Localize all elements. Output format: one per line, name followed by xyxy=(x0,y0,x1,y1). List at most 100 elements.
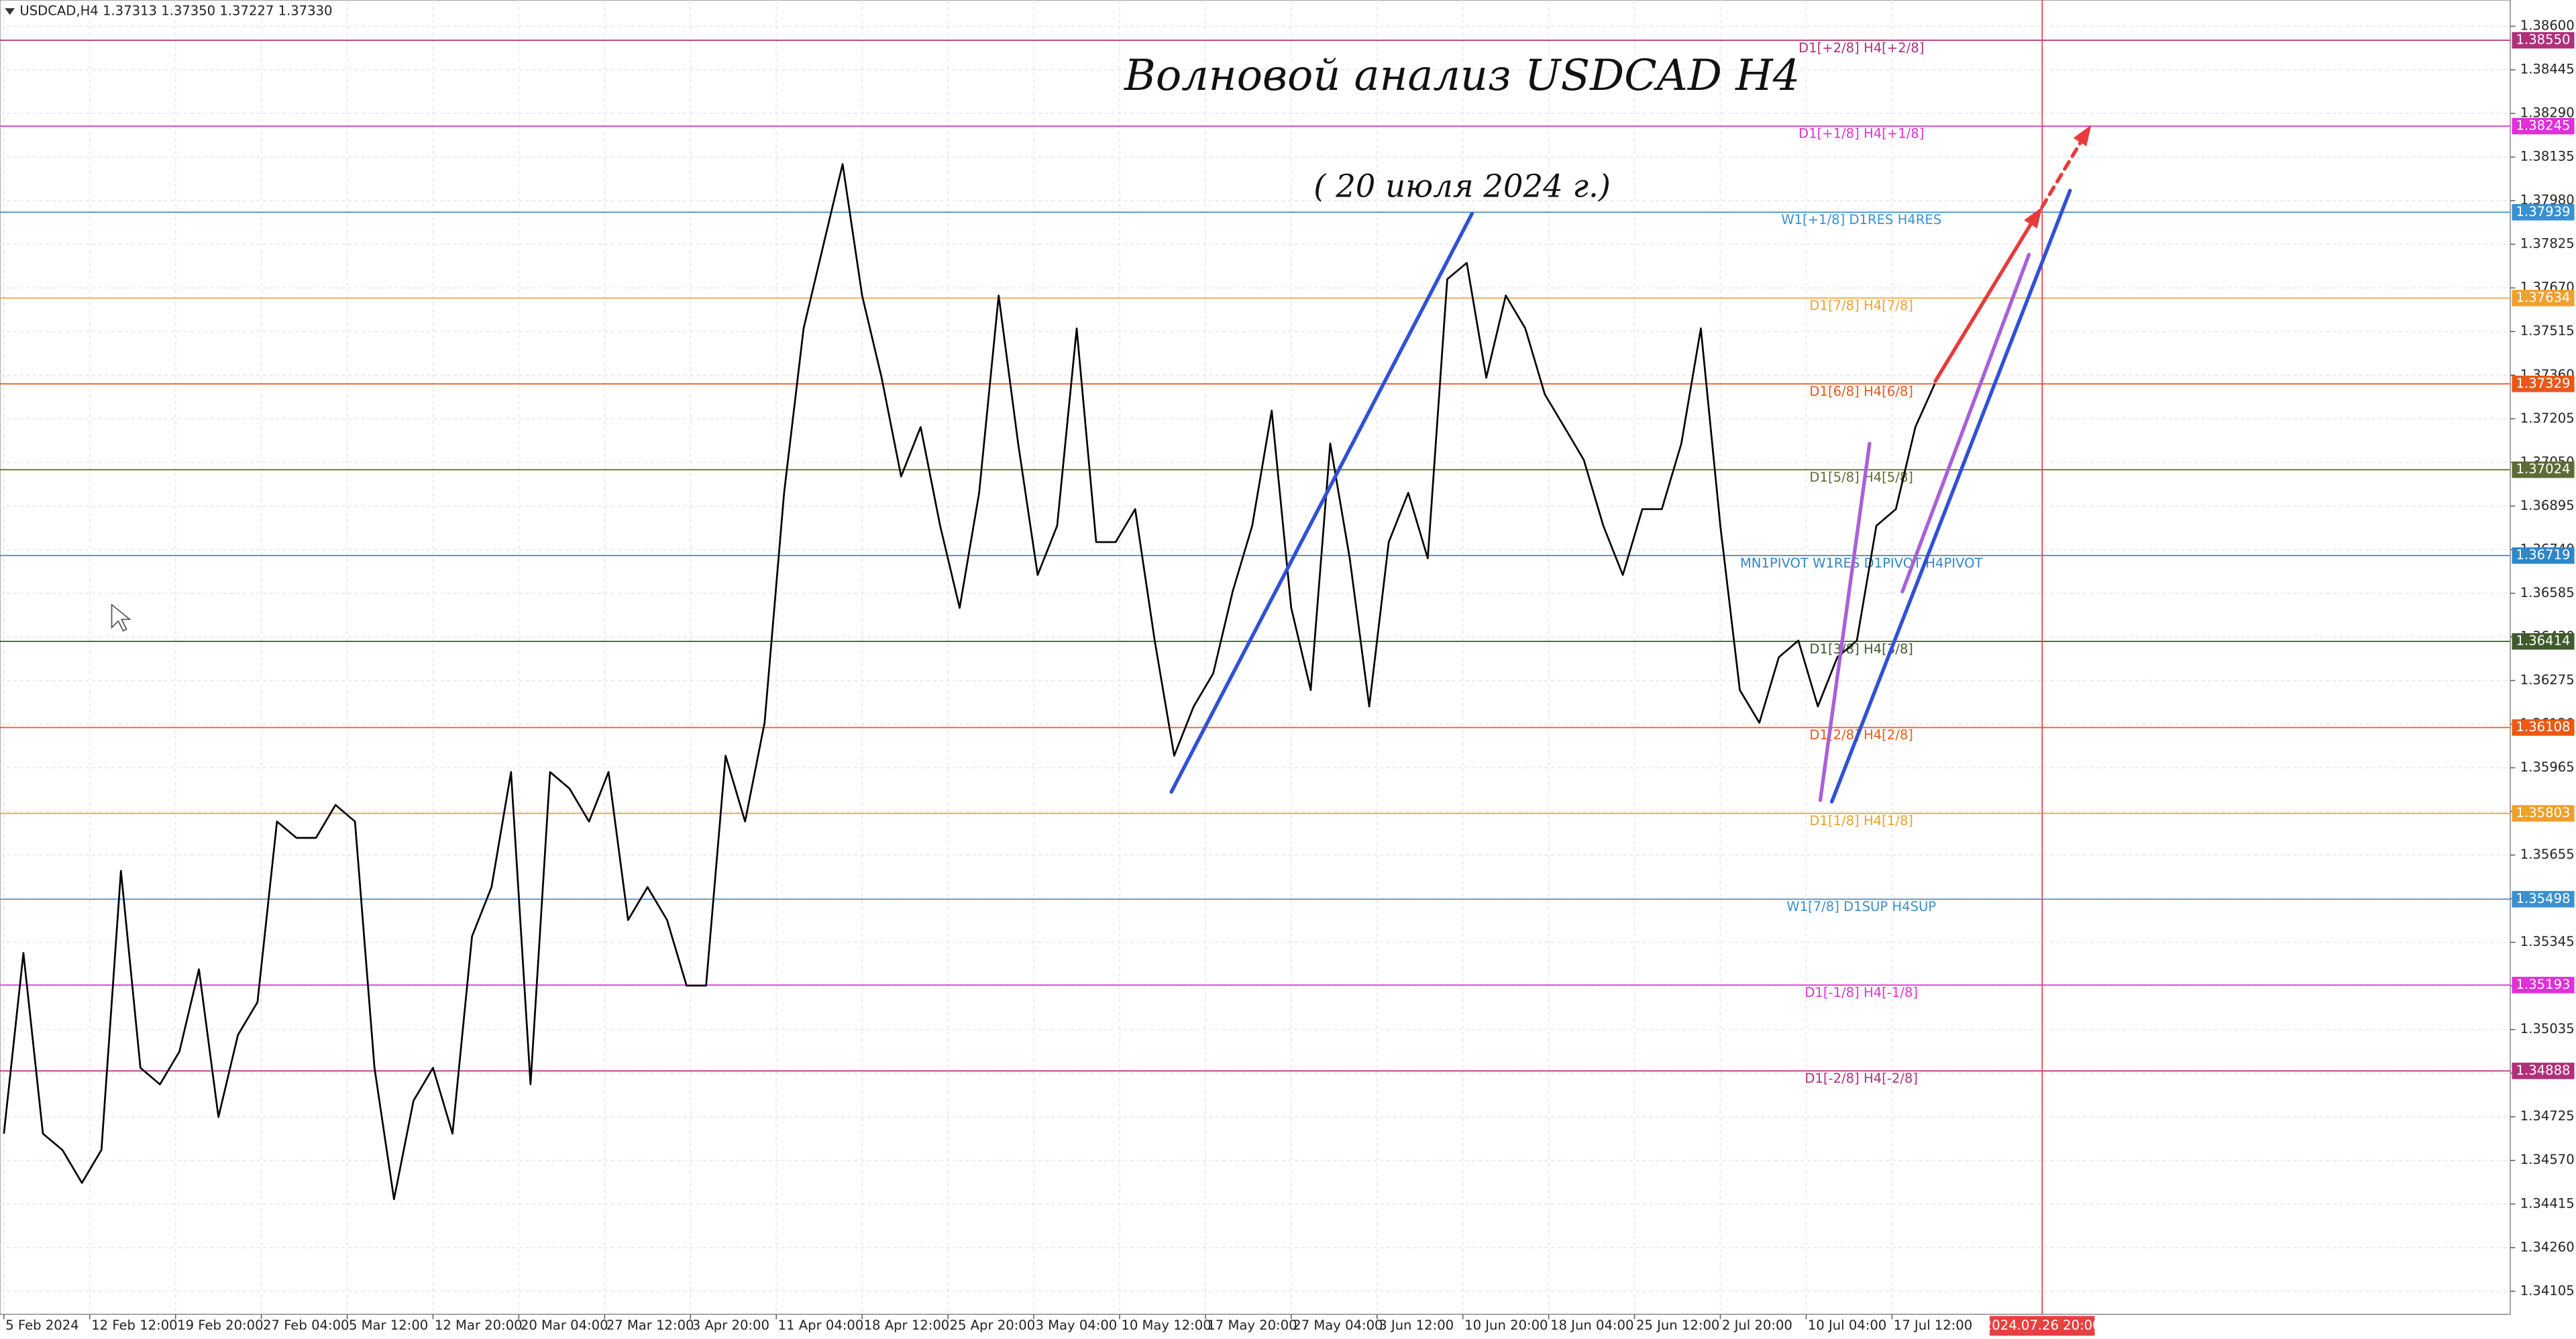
y-tick-label: 1.37980 xyxy=(2520,193,2575,208)
channel-line xyxy=(1900,252,2031,594)
forecast-arrow xyxy=(1933,219,2035,383)
y-tick-label: 1.37515 xyxy=(2520,323,2575,339)
level-label: W1[7/8] D1SUP H4SUP xyxy=(1786,899,1936,914)
y-tick-label: 1.34415 xyxy=(2520,1195,2575,1211)
y-tick-label: 1.38290 xyxy=(2520,105,2575,121)
price-box-label: 1.35803 xyxy=(2516,805,2571,820)
price-box-label: 1.37329 xyxy=(2516,376,2571,391)
x-tick-label: 2 Jul 20:00 xyxy=(1722,1318,1792,1333)
price-box xyxy=(2512,204,2575,221)
header-icon xyxy=(5,8,15,15)
level-label: D1[+1/8] H4[+1/8] xyxy=(1799,126,1924,142)
level-label: W1[+1/8] D1RES H4RES xyxy=(1781,212,1941,227)
price-box xyxy=(2512,633,2575,650)
x-tick-label: 17 Jul 12:00 xyxy=(1894,1318,1972,1333)
x-tick-label: 3 Apr 20:00 xyxy=(692,1318,769,1333)
cursor xyxy=(111,603,131,632)
x-tick-label: 10 Jul 04:00 xyxy=(1808,1318,1886,1333)
price-box xyxy=(2512,32,2575,49)
header: USDCAD,H4 1.37313 1.37350 1.37227 1.3733… xyxy=(19,3,332,19)
price-box xyxy=(2512,977,2575,994)
x-tick-label: 10 Jun 20:00 xyxy=(1464,1318,1548,1333)
y-tick-label: 1.35035 xyxy=(2520,1021,2575,1036)
chart-subtitle: ( 20 июля 2024 г.) xyxy=(1313,168,1611,205)
price-box xyxy=(2512,891,2575,908)
time-marker-box xyxy=(1989,1316,2095,1336)
price-box xyxy=(2512,376,2575,392)
plot-area xyxy=(0,0,2511,1315)
forecast-arrow xyxy=(2040,136,2085,209)
price-box-label: 1.36414 xyxy=(2516,633,2571,649)
level-label: D1[-1/8] H4[-1/8] xyxy=(1805,985,1918,1000)
price-box-label: 1.38550 xyxy=(2516,32,2571,48)
price-box-label: 1.36719 xyxy=(2516,547,2571,563)
x-tick-label: 25 Jun 12:00 xyxy=(1636,1318,1719,1333)
level-label: D1[5/8] H4[5/8] xyxy=(1809,470,1913,485)
x-tick-label: 27 Feb 04:00 xyxy=(263,1318,349,1333)
x-tick-label: 18 Jun 04:00 xyxy=(1550,1318,1633,1333)
y-tick-label: 1.36895 xyxy=(2520,498,2575,513)
x-tick-label: 12 Mar 20:00 xyxy=(435,1318,523,1333)
level-label: D1[3/8] H4[3/8] xyxy=(1809,641,1913,657)
y-tick-label: 1.34260 xyxy=(2520,1239,2575,1254)
price-box-label: 1.38245 xyxy=(2516,117,2571,133)
price-box-label: 1.37024 xyxy=(2516,462,2571,477)
level-label: MN1PIVOT W1RES D1PIVOT H4PIVOT xyxy=(1740,555,1984,571)
trend-line xyxy=(1169,211,1474,794)
price-box-label: 1.35193 xyxy=(2516,977,2571,992)
x-tick-label: 11 Apr 04:00 xyxy=(778,1318,864,1333)
y-tick-label: 1.38445 xyxy=(2520,62,2575,77)
x-tick-label: 10 May 12:00 xyxy=(1121,1318,1211,1333)
price-box xyxy=(2512,547,2575,564)
x-tick-label: 5 Feb 2024 xyxy=(5,1318,78,1333)
x-tick-label: 27 Mar 12:00 xyxy=(606,1318,694,1333)
level-label: D1[-2/8] H4[-2/8] xyxy=(1805,1071,1918,1086)
arrow-head xyxy=(2024,207,2043,229)
y-tick-label: 1.37825 xyxy=(2520,236,2575,252)
price-box xyxy=(2512,719,2575,736)
y-tick-label: 1.36585 xyxy=(2520,585,2575,600)
x-tick-label: 18 Apr 12:00 xyxy=(864,1318,950,1333)
x-tick-label: 5 Mar 12:00 xyxy=(349,1318,428,1333)
level-label: D1[+2/8] H4[+2/8] xyxy=(1799,40,1924,56)
level-label: D1[7/8] H4[7/8] xyxy=(1809,298,1913,313)
arrow-head xyxy=(2073,125,2092,146)
y-tick-label: 1.38135 xyxy=(2520,149,2575,164)
y-tick-label: 1.35965 xyxy=(2520,759,2575,775)
y-tick-label: 1.34725 xyxy=(2520,1108,2575,1124)
price-box-label: 1.37939 xyxy=(2516,204,2571,219)
y-tick-label: 1.37205 xyxy=(2520,411,2575,426)
y-tick-label: 1.35345 xyxy=(2520,934,2575,949)
annotations xyxy=(111,125,2092,804)
chart-title: Волновой анализ USDCAD H4 xyxy=(1124,51,1800,101)
y-tick-label: 1.34570 xyxy=(2520,1152,2575,1167)
x-tick-label: 3 Jun 12:00 xyxy=(1379,1318,1454,1333)
y-tick-label: 1.35655 xyxy=(2520,847,2575,862)
x-tick-label: 12 Feb 12:00 xyxy=(91,1318,177,1333)
x-tick-label: 25 Apr 20:00 xyxy=(950,1318,1036,1333)
price-box-label: 1.36108 xyxy=(2516,719,2571,735)
x-tick-label: 27 May 04:00 xyxy=(1293,1318,1383,1333)
level-label: D1[1/8] H4[1/8] xyxy=(1809,813,1913,828)
price-box xyxy=(2512,1063,2575,1079)
x-tick-label: 3 May 04:00 xyxy=(1035,1318,1117,1333)
price-box xyxy=(2512,461,2575,478)
y-tick-label: 1.38600 xyxy=(2520,18,2575,34)
channel-line xyxy=(1829,189,2072,804)
price-box xyxy=(2512,805,2575,822)
x-tick-label: 20 Mar 04:00 xyxy=(521,1318,608,1333)
price-box xyxy=(2512,117,2575,135)
x-tick-label: 17 May 20:00 xyxy=(1207,1318,1297,1333)
time-marker-label: 2024.07.26 20:00 xyxy=(1984,1318,2101,1333)
price-box xyxy=(2512,290,2575,307)
y-tick-label: 1.36275 xyxy=(2520,672,2575,688)
y-tick-label: 1.34105 xyxy=(2520,1283,2575,1298)
price-box-label: 1.34888 xyxy=(2516,1063,2571,1078)
level-label: D1[2/8] H4[2/8] xyxy=(1809,727,1913,743)
level-label: D1[6/8] H4[6/8] xyxy=(1809,384,1913,399)
price-line xyxy=(3,163,1936,1200)
trend-line xyxy=(1818,441,1872,802)
